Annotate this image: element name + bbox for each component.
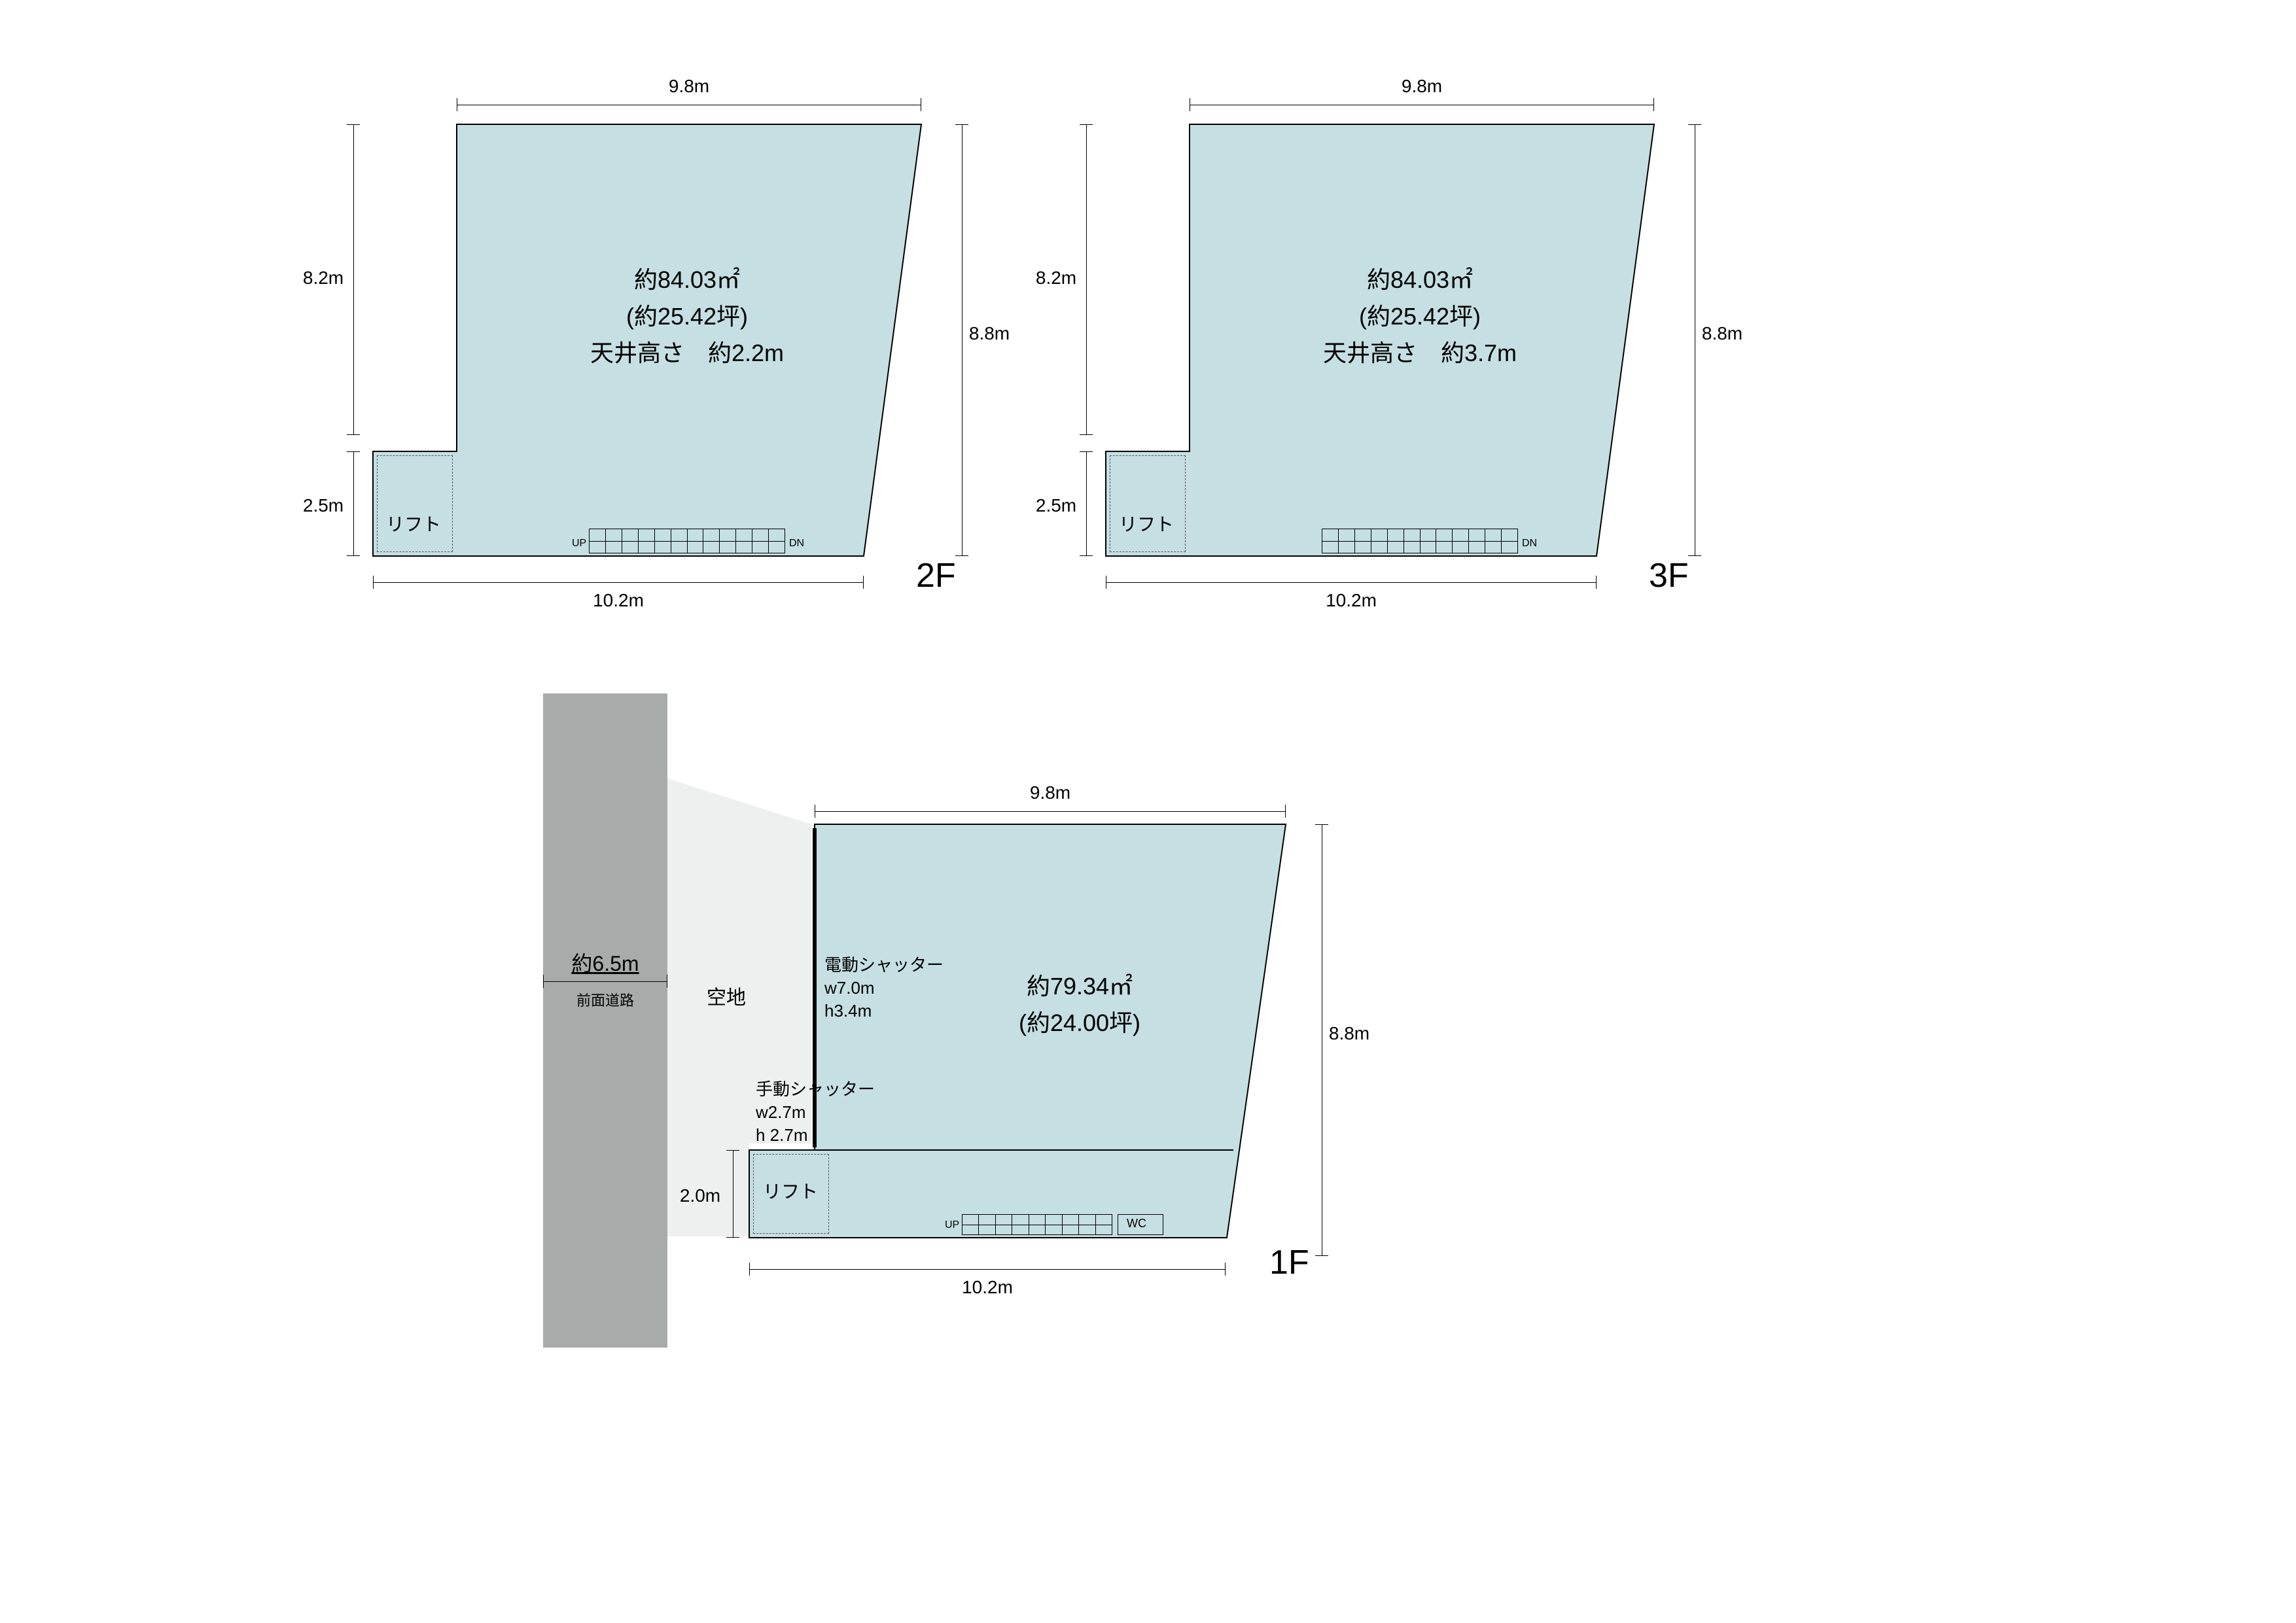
lift-label-3f: リフト [1119,510,1174,536]
dim-left-upper-2f: 8.2m [347,124,360,435]
area-line3-2f: 天井高さ 約2.2m [556,335,818,372]
area-line2-3f: (約25.42坪) [1289,298,1551,335]
shutter2-l1: 手動シャッター [756,1078,875,1101]
dim-bottom-2f-label: 10.2m [593,590,644,610]
dim-left-upper-3f-label: 8.2m [1036,268,1076,288]
floor-plan-1f: 約6.5m 前面道路 空地 9.8m 8.8m 2.0m 10.2m 電動シャッ… [458,693,1374,1348]
shutter1-text: 電動シャッター w7.0m h3.4m [824,954,944,1022]
area-text-3f: 約84.03㎡ (約25.42坪) 天井高さ 約3.7m [1289,262,1551,371]
shutter1-l1: 電動シャッター [824,954,944,977]
floor-plan-3f: 9.8m 8.2m 2.5m 8.8m 10.2m 約84.03㎡ (約25.4… [1080,98,1734,608]
dim-top-1f-label: 9.8m [1030,782,1070,803]
dim-top-3f-label: 9.8m [1402,76,1442,96]
area-line1-1f: 約79.34㎡ [975,968,1184,1005]
lift-2f [377,455,453,552]
lift-label-1f: リフト [763,1178,818,1204]
area-line1-2f: 約84.03㎡ [556,262,818,298]
dim-left-upper-3f: 8.2m [1080,124,1093,435]
lift-label-2f: リフト [386,510,441,536]
dim-top-3f: 9.8m [1190,98,1654,111]
area-line3-3f: 天井高さ 約3.7m [1289,335,1551,372]
stairs-up-1f: UP [945,1219,959,1231]
dim-left-1f: 2.0m [726,1150,739,1238]
dim-left-upper-2f-label: 8.2m [303,268,344,288]
stairs-up-2f: UP [572,538,586,550]
stairs-1f [962,1214,1112,1235]
dim-bottom-3f-label: 10.2m [1326,590,1377,610]
dim-road-label: 約6.5m [571,952,639,975]
shutter1-l3: h3.4m [824,1000,944,1022]
dim-top-2f: 9.8m [457,98,921,111]
dim-road-sub: 前面道路 [576,992,634,1009]
floor-label-2f: 2F [916,556,956,595]
area-text-1f: 約79.34㎡ (約24.00坪) [975,968,1184,1041]
floor-label-1f: 1F [1269,1243,1309,1282]
dim-right-3f-label: 8.8m [1702,323,1742,343]
area-line2-2f: (約25.42坪) [556,298,818,335]
stairs-3f [1322,529,1518,553]
area-line1-3f: 約84.03㎡ [1289,262,1551,298]
dim-left-lower-3f: 2.5m [1080,451,1093,556]
dim-left-1f-label: 2.0m [680,1185,720,1206]
shutter2-l2: w2.7m [756,1101,875,1124]
floor-plan-2f: 9.8m 8.2m 2.5m 8.8m 10.2m 約84.03㎡ (約25.4… [347,98,1001,608]
dim-road: 約6.5m 前面道路 [543,975,667,988]
area-text-2f: 約84.03㎡ (約25.42坪) 天井高さ 約2.2m [556,262,818,371]
stairs-2f [589,529,785,553]
road [543,693,667,1348]
area-line2-1f: (約24.00坪) [975,1005,1184,1041]
dim-left-lower-2f-label: 2.5m [303,495,344,515]
dim-left-lower-3f-label: 2.5m [1036,495,1076,515]
lift-3f [1110,455,1186,552]
stairs-dn-2f: DN [789,538,804,550]
dim-top-2f-label: 9.8m [669,76,709,96]
floor-label-3f: 3F [1649,556,1689,595]
stairs-dn-3f: DN [1522,538,1537,550]
dim-right-2f-label: 8.8m [969,323,1010,343]
dim-left-lower-2f: 2.5m [347,451,360,556]
vacant-label: 空地 [707,981,746,1010]
shutter2-text: 手動シャッター w2.7m h 2.7m [756,1078,875,1147]
shutter2-l3: h 2.7m [756,1124,875,1147]
wc-label-1f: WC [1127,1217,1146,1230]
shutter1-l2: w7.0m [824,977,944,1000]
dim-top-1f: 9.8m [815,805,1286,818]
